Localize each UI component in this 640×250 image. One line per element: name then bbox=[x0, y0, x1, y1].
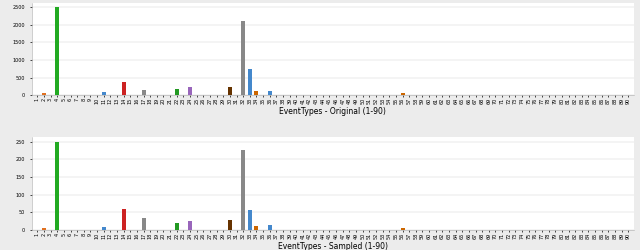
Bar bbox=[122, 82, 125, 95]
Bar bbox=[401, 228, 404, 230]
Bar bbox=[228, 87, 232, 95]
Bar bbox=[401, 93, 404, 95]
Bar bbox=[55, 142, 60, 230]
Bar bbox=[255, 92, 259, 95]
Bar bbox=[241, 150, 245, 230]
Bar bbox=[175, 223, 179, 230]
Bar bbox=[248, 69, 252, 95]
Bar bbox=[241, 21, 245, 95]
Bar bbox=[255, 226, 259, 230]
X-axis label: EventTypes - Original (1-90): EventTypes - Original (1-90) bbox=[280, 107, 386, 116]
Bar bbox=[102, 92, 106, 95]
Bar bbox=[55, 7, 60, 95]
Bar bbox=[42, 228, 46, 230]
Bar bbox=[102, 227, 106, 230]
Bar bbox=[42, 93, 46, 95]
Bar bbox=[141, 90, 145, 95]
Bar bbox=[268, 225, 272, 230]
Bar bbox=[188, 86, 192, 95]
Bar bbox=[228, 220, 232, 230]
Bar bbox=[175, 89, 179, 95]
Bar bbox=[248, 210, 252, 230]
X-axis label: EventTypes - Sampled (1-90): EventTypes - Sampled (1-90) bbox=[278, 242, 388, 250]
Bar bbox=[188, 221, 192, 230]
Bar bbox=[141, 218, 145, 230]
Bar bbox=[268, 91, 272, 95]
Bar bbox=[122, 209, 125, 230]
